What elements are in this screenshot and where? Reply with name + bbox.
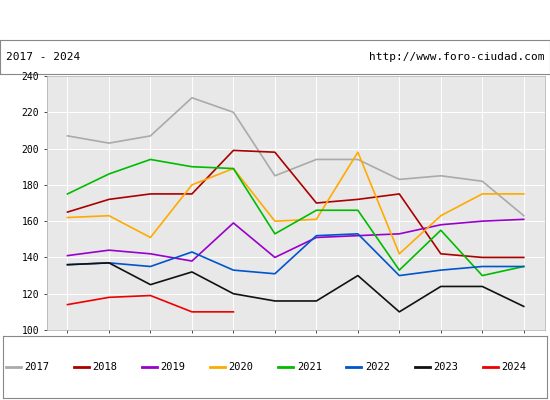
Text: http://www.foro-ciudad.com: http://www.foro-ciudad.com: [369, 52, 544, 62]
Text: 2017 - 2024: 2017 - 2024: [6, 52, 80, 62]
Text: 2023: 2023: [433, 362, 458, 372]
Text: Evolucion del paro registrado en Las Mesas: Evolucion del paro registrado en Las Mes…: [91, 12, 459, 28]
Text: 2018: 2018: [92, 362, 118, 372]
Text: 2022: 2022: [365, 362, 390, 372]
Text: 2017: 2017: [25, 362, 50, 372]
Text: 2024: 2024: [501, 362, 526, 372]
Text: 2020: 2020: [229, 362, 254, 372]
Text: 2021: 2021: [297, 362, 322, 372]
Text: 2019: 2019: [161, 362, 186, 372]
